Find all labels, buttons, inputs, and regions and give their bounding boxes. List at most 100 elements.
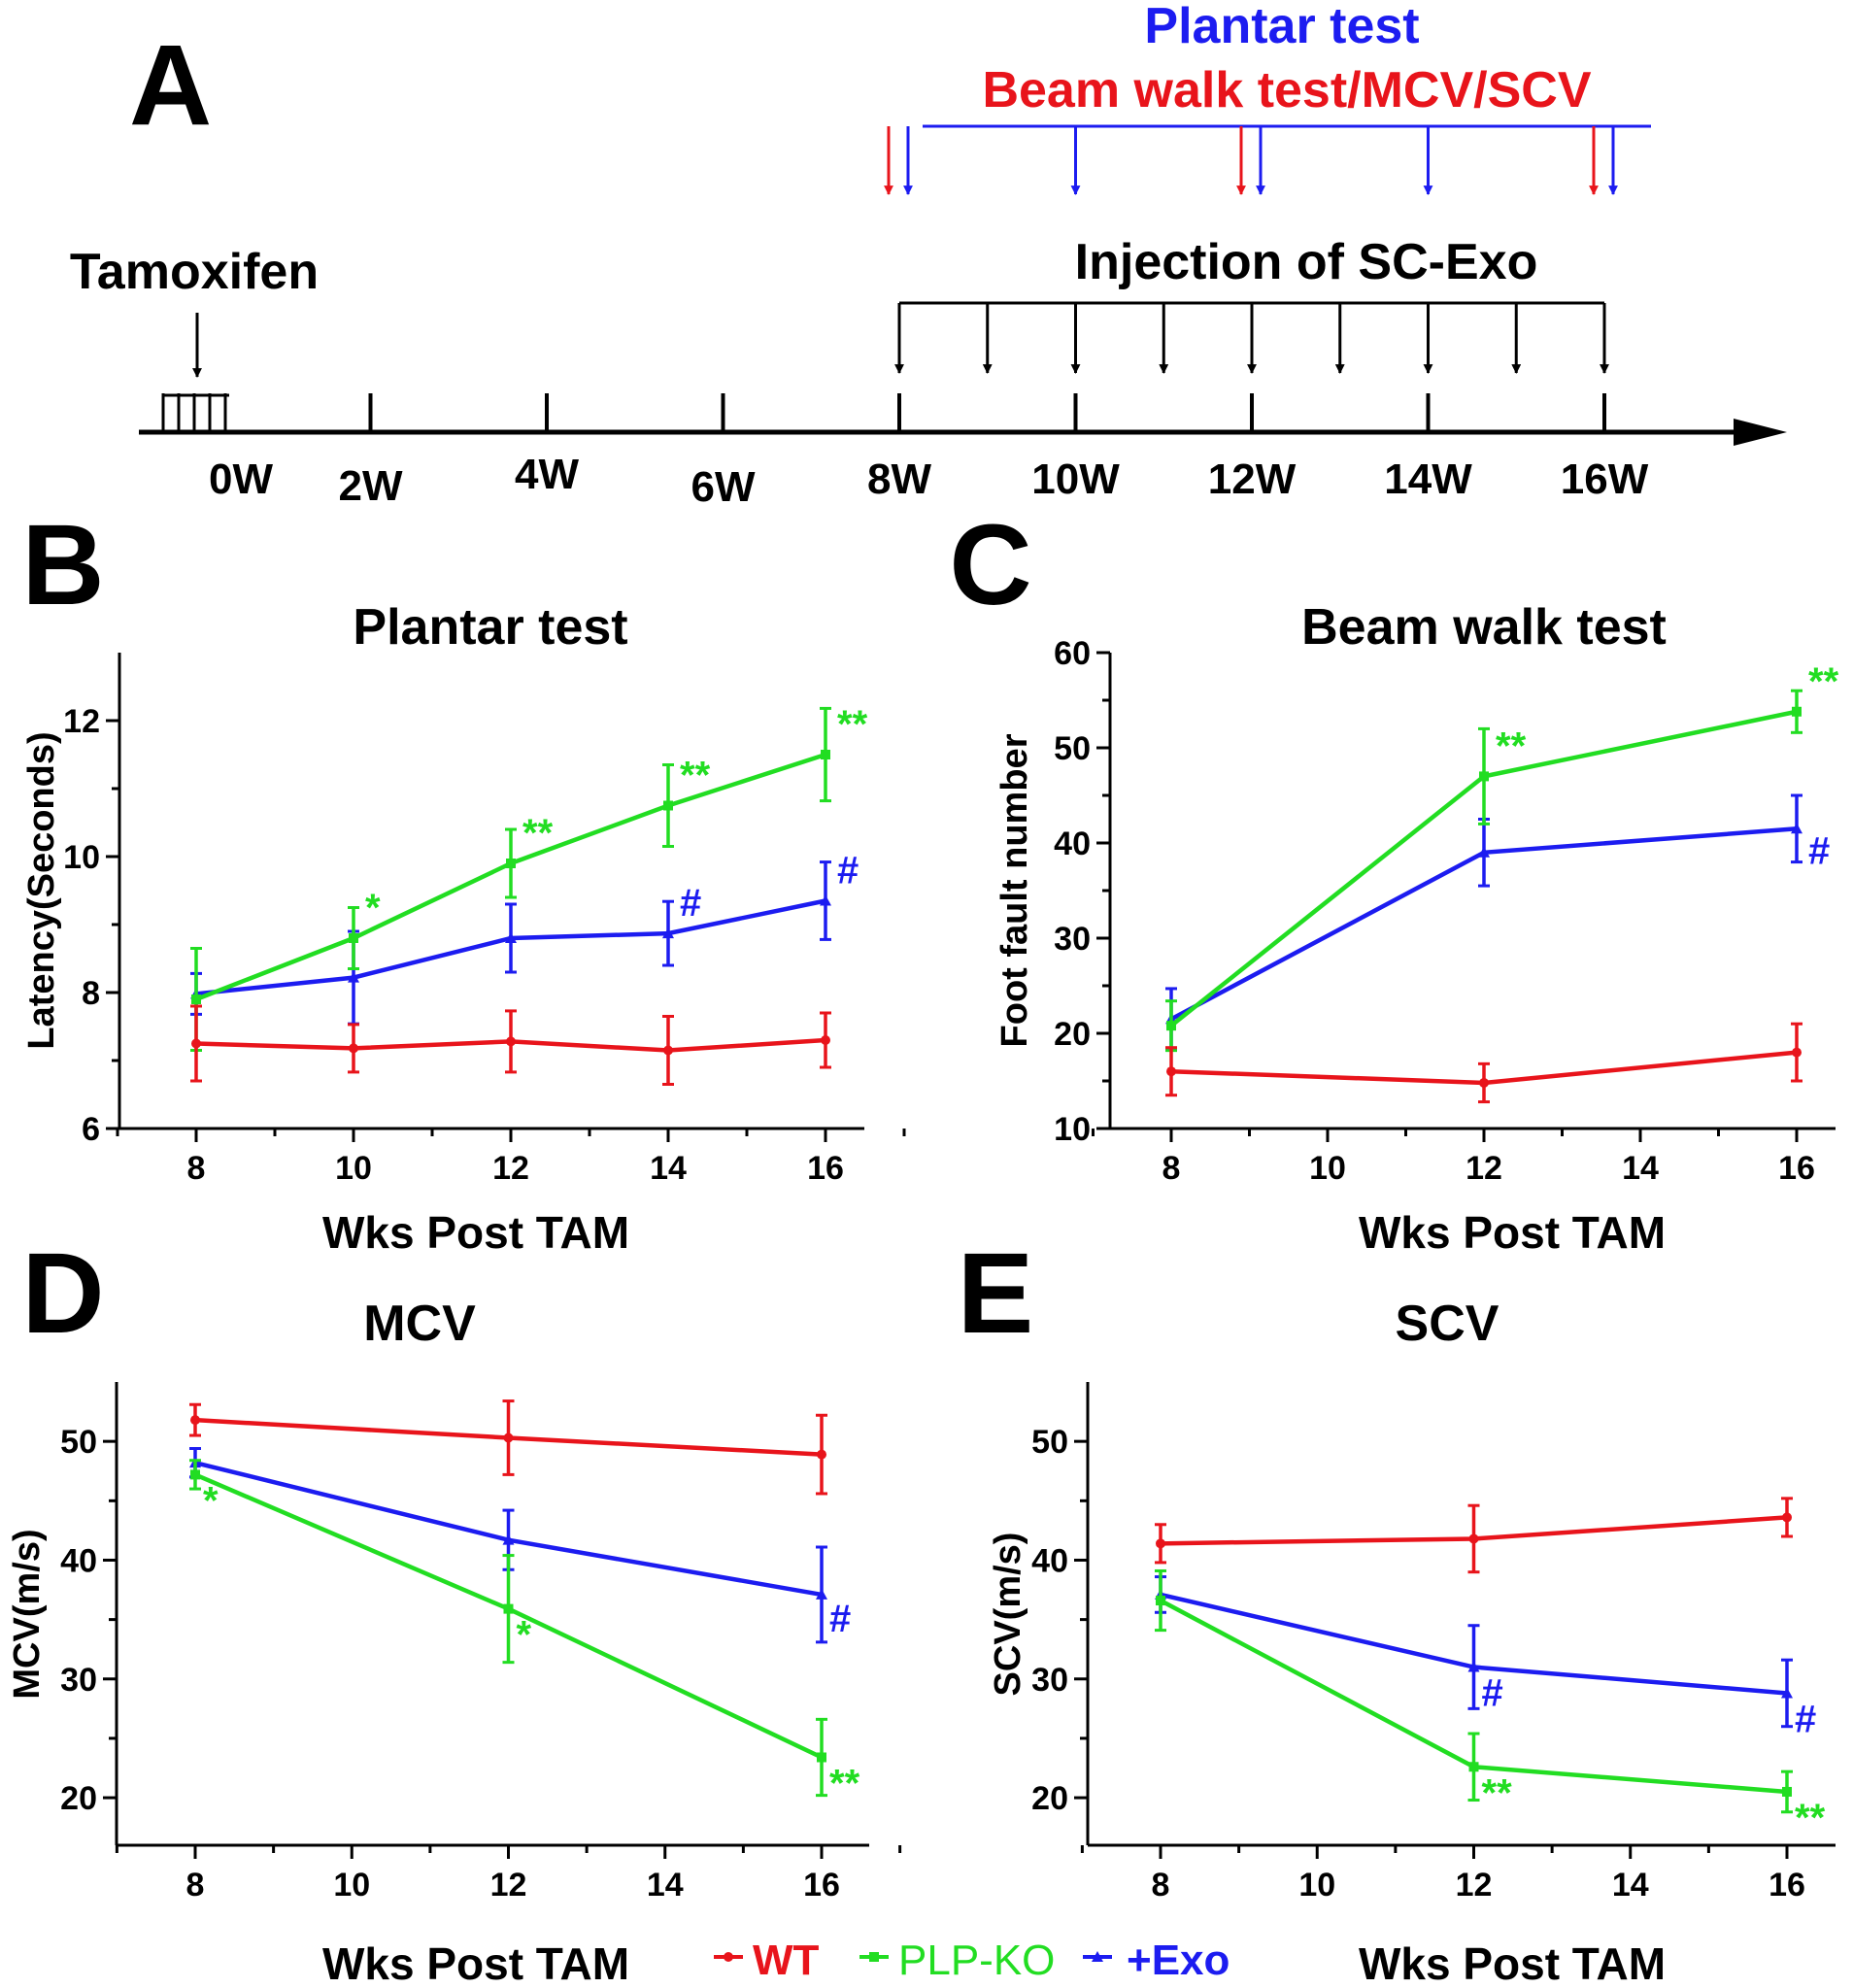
y-axis-label: SCV(m/s) xyxy=(988,1533,1028,1697)
y-axis-label: Foot fault number xyxy=(994,733,1035,1047)
data-point-wt xyxy=(1792,1047,1802,1058)
data-point-wt xyxy=(1156,1538,1165,1549)
y-tick-label: 8 xyxy=(82,975,100,1012)
data-point-plpko xyxy=(1468,1762,1479,1772)
data-point-wt xyxy=(1468,1533,1479,1544)
legend-exo-label: +Exo xyxy=(1127,1937,1230,1984)
plantar-test-label: Plantar test xyxy=(1144,0,1419,54)
data-point-plpko xyxy=(663,800,673,811)
y-tick-label: 50 xyxy=(60,1424,97,1461)
x-tick-label: 16 xyxy=(803,1867,840,1904)
data-point-wt xyxy=(1166,1066,1176,1077)
timeline-arrowhead xyxy=(1734,419,1787,446)
chart-title: Beam walk test xyxy=(1301,599,1667,656)
x-tick-label: 10 xyxy=(335,1150,372,1187)
data-point-plpko xyxy=(1166,1021,1176,1031)
y-tick-label: 12 xyxy=(63,703,100,740)
significance-annotation: ** xyxy=(680,755,711,797)
x-tick-label: 8 xyxy=(186,1867,205,1904)
y-tick-label: 30 xyxy=(1054,921,1091,958)
week-label: 0W xyxy=(209,455,273,503)
week-label: 16W xyxy=(1561,455,1649,503)
data-point-plpko xyxy=(1156,1596,1165,1606)
panel-letter: E xyxy=(958,1230,1034,1358)
y-axis-label: MCV(m/s) xyxy=(7,1529,48,1699)
data-point-plpko xyxy=(1782,1786,1792,1797)
data-point-exo xyxy=(816,1588,827,1600)
x-tick-label: 10 xyxy=(1309,1150,1346,1187)
legend-plp-ko-marker xyxy=(869,1952,879,1962)
chart-title: MCV xyxy=(363,1296,476,1352)
data-point-wt xyxy=(190,1415,200,1426)
y-tick-label: 30 xyxy=(1031,1662,1068,1699)
chart-title: SCV xyxy=(1396,1296,1499,1352)
data-point-wt xyxy=(503,1432,514,1443)
data-point-plpko xyxy=(1479,771,1489,782)
panel-letter: D xyxy=(21,1230,104,1358)
y-tick-label: 6 xyxy=(82,1111,100,1148)
y-tick-label: 60 xyxy=(1054,635,1091,672)
data-point-plpko xyxy=(821,750,830,759)
data-point-exo xyxy=(662,927,674,939)
y-tick-label: 20 xyxy=(1054,1016,1091,1053)
hash-annotation: # xyxy=(1808,829,1830,872)
significance-annotation: * xyxy=(365,887,381,929)
y-tick-label: 40 xyxy=(1054,826,1091,862)
data-point-exo xyxy=(348,971,359,983)
data-point-plpko xyxy=(506,859,516,868)
data-point-plpko xyxy=(190,1469,200,1480)
x-tick-label: 14 xyxy=(647,1867,684,1904)
x-tick-label: 12 xyxy=(1456,1867,1493,1904)
data-point-exo xyxy=(1478,846,1490,858)
y-tick-label: 20 xyxy=(1031,1780,1068,1817)
x-tick-label: 16 xyxy=(1778,1150,1815,1187)
legend-wt-marker xyxy=(724,1952,733,1962)
significance-annotation: * xyxy=(517,1614,532,1657)
week-label: 6W xyxy=(691,463,756,511)
beam-walk-label: Beam walk test/MCV/SCV xyxy=(982,62,1591,118)
data-point-wt xyxy=(349,1043,358,1054)
y-tick-label: 50 xyxy=(1054,730,1091,767)
x-tick-label: 10 xyxy=(1298,1867,1335,1904)
data-point-wt xyxy=(821,1035,830,1045)
data-point-exo xyxy=(505,932,517,943)
data-point-plpko xyxy=(349,933,358,943)
legend-plp-ko-label: PLP-KO xyxy=(898,1937,1055,1984)
x-axis-label: Wks Post TAM xyxy=(322,1938,629,1988)
week-label: 10W xyxy=(1031,455,1120,503)
y-tick-label: 10 xyxy=(1054,1111,1091,1148)
x-tick-label: 14 xyxy=(1622,1150,1659,1187)
x-tick-label: 8 xyxy=(1162,1150,1181,1187)
data-point-wt xyxy=(1782,1512,1792,1523)
week-label: 2W xyxy=(339,462,403,510)
significance-annotation: * xyxy=(203,1479,219,1522)
data-point-wt xyxy=(506,1036,516,1047)
significance-annotation: ** xyxy=(1496,724,1527,767)
data-point-plpko xyxy=(191,994,201,1004)
week-label: 14W xyxy=(1384,455,1472,503)
x-tick-label: 16 xyxy=(807,1150,844,1187)
x-tick-label: 12 xyxy=(492,1150,529,1187)
hash-annotation: # xyxy=(1795,1698,1816,1740)
y-tick-label: 30 xyxy=(60,1662,97,1699)
significance-annotation: ** xyxy=(1808,660,1839,703)
significance-annotation: ** xyxy=(522,812,554,855)
tamoxifen-label: Tamoxifen xyxy=(70,244,319,300)
hash-annotation: # xyxy=(829,1598,851,1640)
x-axis-label: Wks Post TAM xyxy=(322,1207,629,1258)
data-point-exo xyxy=(1781,1687,1793,1699)
data-point-wt xyxy=(817,1449,826,1460)
data-point-exo xyxy=(1467,1661,1480,1672)
plantar-test-chart: B Plantar test Latency(Seconds) Wks Post TA… xyxy=(21,501,906,1258)
x-tick-label: 12 xyxy=(490,1867,527,1904)
week-label: 12W xyxy=(1208,455,1297,503)
significance-annotation: ** xyxy=(1795,1797,1826,1839)
scv-chart: E SCV SCV(m/s) Wks Post TAM 20 30 40 50 8 10 12 14 1… xyxy=(958,1230,1836,1988)
data-point-exo xyxy=(502,1533,515,1545)
mcv-chart: D MCV MCV(m/s) Wks Post TAM 20 30 40 50 8 10 12 14 1… xyxy=(7,1230,902,1988)
beam-walk-chart: C Beam walk test Foot fault number Wks Post… xyxy=(949,501,1839,1258)
injection-label: Injection of SC-Exo xyxy=(1075,234,1538,290)
y-tick-label: 20 xyxy=(60,1780,97,1817)
data-point-exo xyxy=(820,894,831,906)
